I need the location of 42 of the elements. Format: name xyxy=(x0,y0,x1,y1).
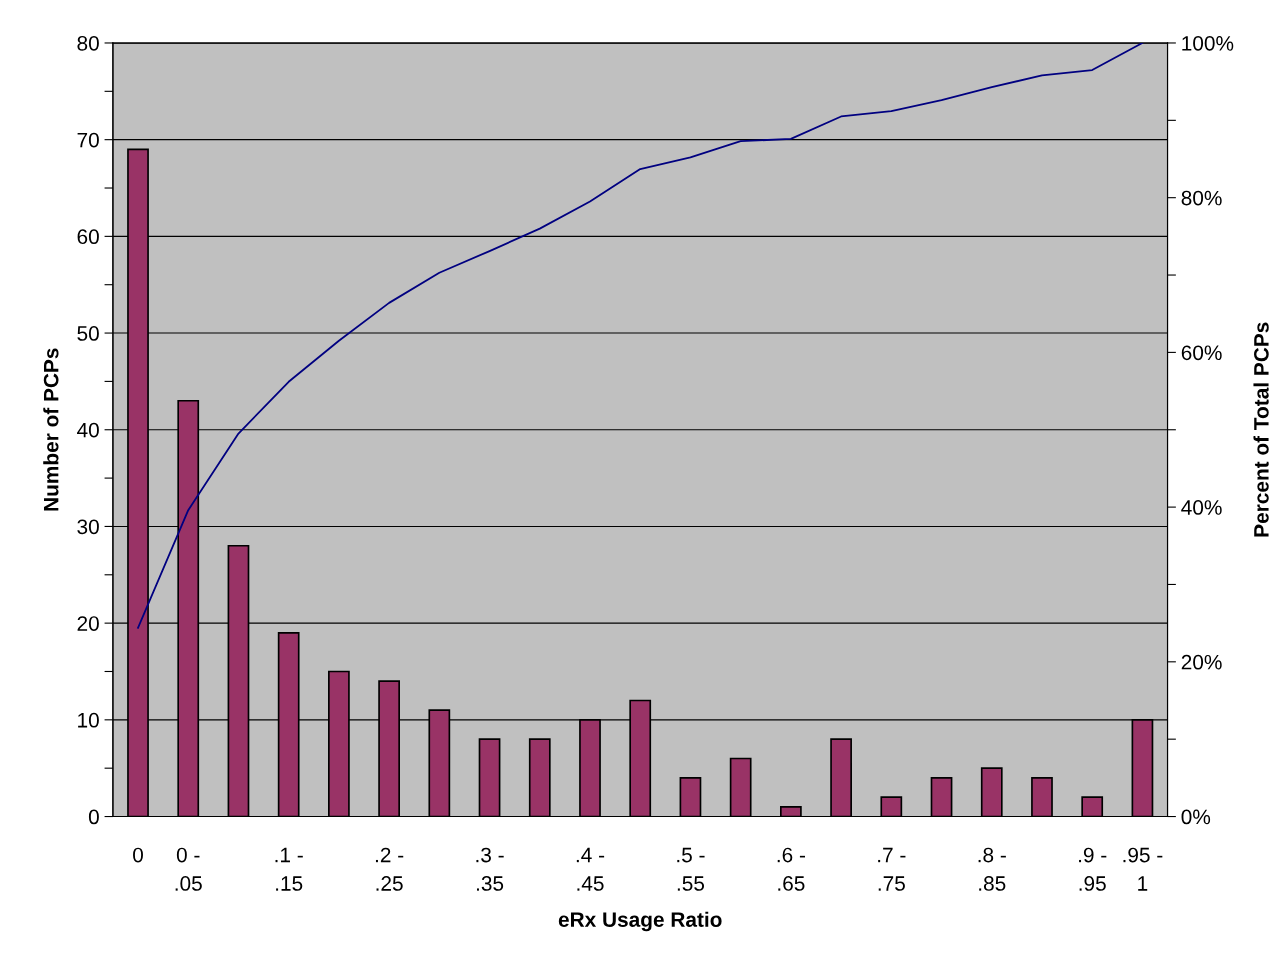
y-tick-label: 70 xyxy=(77,132,99,148)
bar xyxy=(1031,777,1053,817)
x-tick-label: .6 - .65 xyxy=(777,847,805,891)
x-tick-label: .8 - .85 xyxy=(978,847,1006,891)
x-tick-label: 0 xyxy=(133,847,143,863)
bar xyxy=(729,757,752,817)
bar xyxy=(980,767,1003,817)
x-tick-label: 0 - .05 xyxy=(175,847,202,891)
y2-tick-label: 40% xyxy=(1181,500,1222,515)
y-tick-label: 10 xyxy=(78,712,99,728)
x-axis-title: eRx Usage Ratio xyxy=(558,911,722,932)
y2-axis-title: Percent of Total PCPs xyxy=(1253,322,1269,537)
x-tick-label: .7 - .75 xyxy=(878,847,906,891)
y-tick-label: 40 xyxy=(77,422,99,438)
x-tick-label: .3 - .35 xyxy=(476,847,504,891)
bar xyxy=(830,738,852,817)
y-tick-label: 60 xyxy=(77,229,99,245)
y2-tick-label: 20% xyxy=(1181,654,1222,670)
bar xyxy=(880,796,903,817)
x-tick-label: .95 - 1 xyxy=(1123,847,1163,891)
bar xyxy=(478,738,501,817)
y2-tick-label: 0% xyxy=(1181,809,1211,825)
bar xyxy=(1081,796,1104,817)
y2-tick-label: 60% xyxy=(1181,345,1222,361)
bar xyxy=(528,738,551,817)
x-tick-label: .4 - .45 xyxy=(576,847,605,891)
x-tick-label: .1 - .15 xyxy=(275,847,303,891)
bar xyxy=(779,806,802,817)
y-tick-label: 20 xyxy=(77,616,99,631)
y-tick-label: 50 xyxy=(77,326,99,341)
x-tick-label: .5 - .55 xyxy=(677,847,705,891)
y-tick-label: 0 xyxy=(88,809,99,825)
bar xyxy=(679,777,702,817)
y-tick-label: 30 xyxy=(77,519,99,535)
y2-tick-label: 100% xyxy=(1182,35,1234,51)
y-axis-title: Number of PCPs xyxy=(43,348,59,511)
bar xyxy=(930,777,953,817)
x-tick-label: .2 - .25 xyxy=(375,847,404,891)
x-tick-label: .9 - .95 xyxy=(1079,847,1107,891)
y2-tick-label: 80% xyxy=(1181,190,1222,206)
y-tick-label: 80 xyxy=(77,35,99,51)
line-series xyxy=(137,42,1144,629)
